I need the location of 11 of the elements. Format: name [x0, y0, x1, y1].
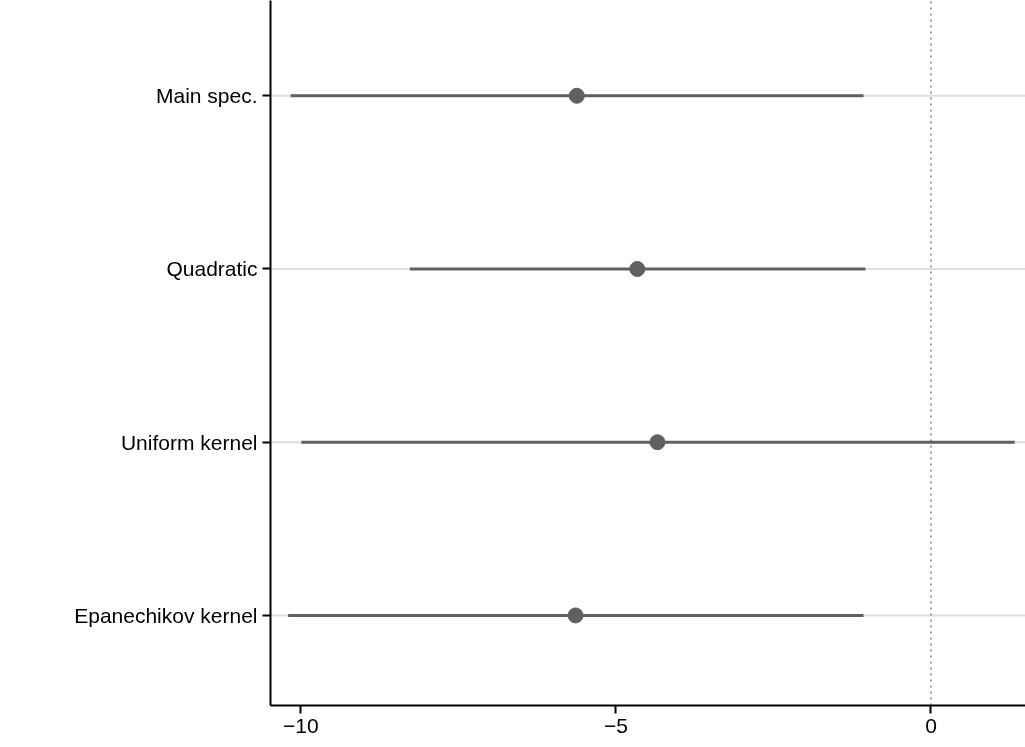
point [649, 434, 666, 451]
y-tick-label: Epanechikov kernel [74, 603, 258, 627]
point [568, 87, 585, 104]
x-tick-label: 0 [925, 713, 937, 737]
x-tick-label: −5 [603, 713, 628, 737]
point [629, 261, 646, 277]
y-tick-label: Uniform kernel [120, 430, 258, 454]
point [567, 607, 584, 624]
y-tick-label: Quadratic [166, 257, 258, 281]
y-tick-label: Main spec. [155, 84, 258, 108]
x-tick-label: −10 [282, 713, 319, 737]
